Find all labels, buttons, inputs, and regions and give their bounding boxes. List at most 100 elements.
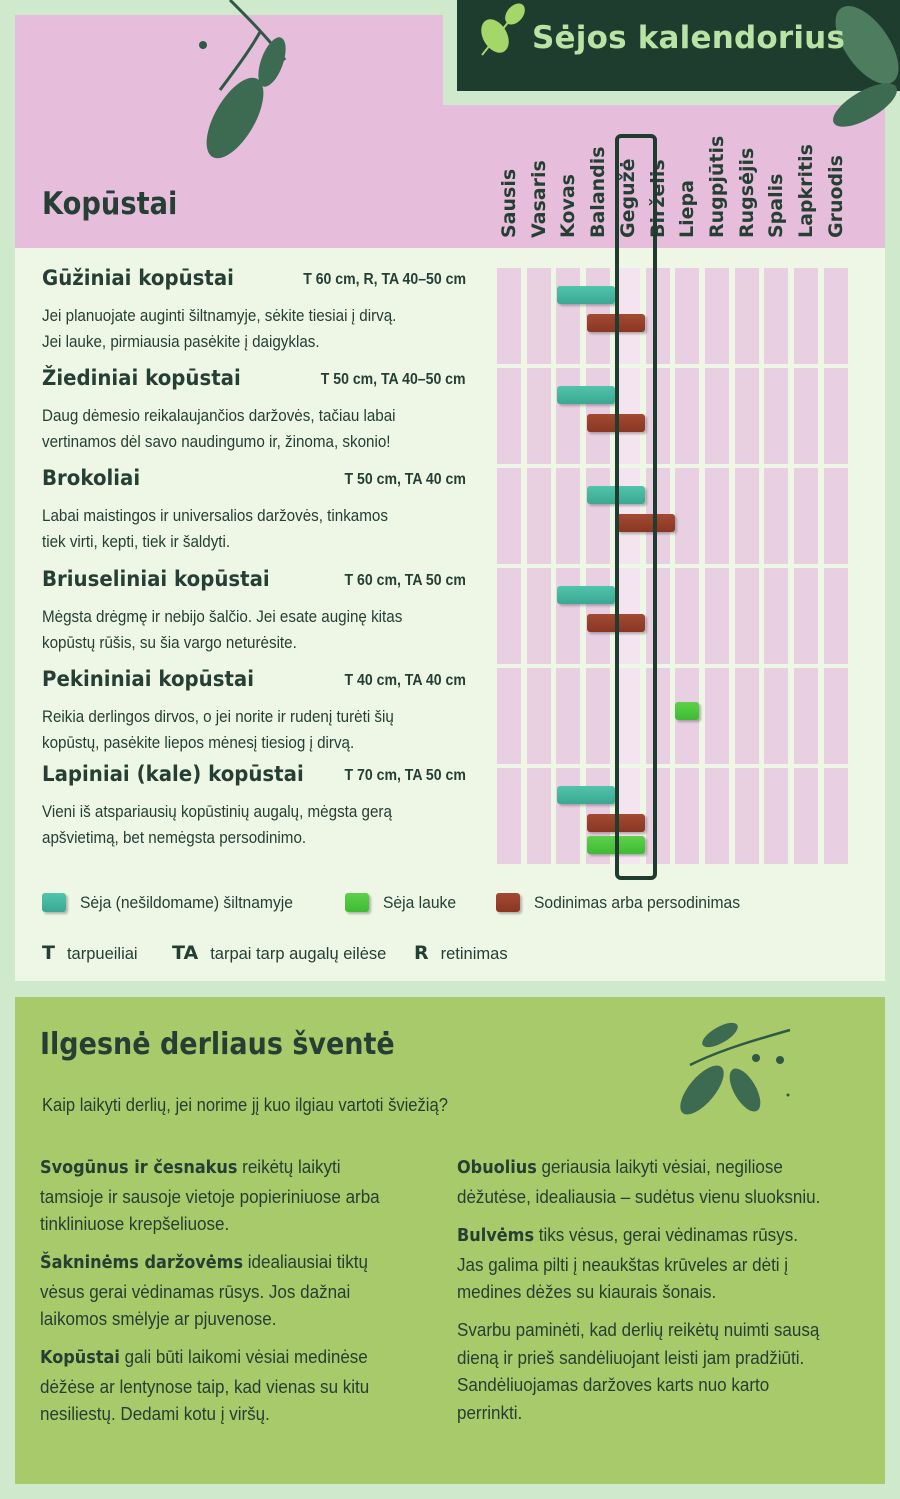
schedule-bar-teal — [557, 586, 615, 604]
vegetable-description: Vieni iš atspariausių kopūstinių augalų,… — [42, 799, 428, 851]
calendar-cell — [735, 668, 759, 764]
tip-onions: Svogūnus ir česnakus reikėtų laikyti tam… — [40, 1153, 403, 1238]
calendar-cell — [527, 668, 551, 764]
calendar-cell — [527, 768, 551, 864]
vegetable-name: Pekininiai kopūstai — [42, 667, 254, 691]
vegetable-description: Labai maistingos ir universalios daržovė… — [42, 503, 428, 555]
description-line: tiek virti, kepti, tiek ir šaldyti. — [42, 529, 428, 555]
vegetable-description: Mėgsta drėgmę ir nebijo šalčio. Jei esat… — [42, 604, 428, 656]
tip-bold: Bulvėms — [457, 1226, 534, 1246]
calendar-cell — [497, 368, 521, 464]
vegetable-description: Jei planuojate auginti šiltnamyje, sėkit… — [42, 303, 428, 355]
page-title: Sėjos kalendorius — [532, 20, 845, 56]
legend-label: Sėja lauke — [383, 893, 456, 913]
vegetable-name: Briuseliniai kopūstai — [42, 567, 270, 591]
vegetable-name: Brokoliai — [42, 466, 140, 490]
legend-swatch-teal — [42, 893, 66, 912]
calendar-cell — [794, 768, 818, 864]
vegetable-name: Lapiniai (kale) kopūstai — [42, 762, 304, 786]
month-label: Vasaris — [528, 208, 550, 238]
vegetable-name: Gūžiniai kopūstai — [42, 266, 234, 290]
month-label: Kovas — [557, 208, 579, 238]
calendar-cell — [705, 368, 729, 464]
calendar-cell — [556, 668, 580, 764]
calendar-cell — [497, 668, 521, 764]
calendar-cell — [794, 468, 818, 564]
calendar-cell — [556, 568, 580, 664]
leaf-icon — [477, 0, 537, 60]
calendar-cell — [527, 568, 551, 664]
calendar-cell — [824, 768, 848, 864]
tip-bold: Svogūnus ir česnakus — [40, 1158, 237, 1178]
tip-apples: Obuolius geriausia laikyti vėsiai, negil… — [457, 1153, 820, 1210]
calendar-cell — [675, 268, 699, 364]
calendar-cell — [735, 568, 759, 664]
abbr-key: T — [42, 942, 55, 964]
abbr-key: TA — [172, 942, 198, 964]
calendar-cell — [735, 268, 759, 364]
description-line: Labai maistingos ir universalios daržovė… — [42, 503, 428, 529]
month-label: Lapkritis — [795, 208, 817, 238]
calendar-cell — [764, 768, 788, 864]
calendar-cell — [675, 768, 699, 864]
calendar-cell — [764, 268, 788, 364]
description-line: Reikia derlingos dirvos, o jei norite ir… — [42, 704, 428, 730]
calendar-cell — [794, 368, 818, 464]
calendar-cell — [735, 468, 759, 564]
vegetable-spacing: T 40 cm, TA 40 cm — [345, 672, 466, 690]
tip-bold: Obuolius — [457, 1158, 537, 1178]
description-line: vertinamos dėl savo naudingumo ir, žinom… — [42, 429, 428, 455]
tip-general: Svarbu paminėti, kad derlių reikėtų nuim… — [457, 1316, 820, 1426]
description-line: Jei lauke, pirmiausia pasėkite į daigykl… — [42, 329, 428, 355]
abbr-r: Rretinimas — [414, 942, 508, 964]
calendar-cell — [794, 268, 818, 364]
vegetable-spacing: T 60 cm, R, TA 40–50 cm — [303, 271, 466, 289]
tip-cabbages: Kopūstai gali būti laikomi vėsiai medinė… — [40, 1343, 403, 1428]
calendar-cell — [794, 568, 818, 664]
schedule-bar-teal — [557, 286, 615, 304]
vegetable-description: Reikia derlingos dirvos, o jei norite ir… — [42, 704, 428, 756]
description-line: Daug dėmesio reikalaujančios daržovės, t… — [42, 403, 428, 429]
calendar-cell — [735, 768, 759, 864]
storage-title: Ilgesnė derliaus šventė — [40, 1027, 395, 1062]
vegetable-spacing: T 50 cm, TA 40–50 cm — [321, 371, 466, 389]
month-label: Spalis — [765, 208, 787, 238]
calendar-cell — [675, 368, 699, 464]
abbr-key: R — [414, 942, 429, 964]
month-label: Liepa — [676, 208, 698, 238]
calendar-cell — [556, 768, 580, 864]
legend-label: Sėja (nešildomame) šiltnamyje — [80, 893, 293, 913]
month-label: Sausis — [498, 208, 520, 238]
calendar-cell — [527, 468, 551, 564]
month-label: Rugpjūtis — [706, 208, 728, 238]
calendar-cell — [556, 468, 580, 564]
calendar-cell — [705, 568, 729, 664]
legend-swatch-red — [496, 893, 520, 912]
highlighted-month-frame — [615, 134, 657, 880]
schedule-bar-green — [675, 702, 699, 720]
vegetable-spacing: T 50 cm, TA 40 cm — [345, 471, 466, 489]
leaf-branch-icon — [680, 1020, 800, 1120]
abbr-text: retinimas — [441, 945, 508, 963]
calendar-cell — [586, 468, 610, 564]
calendar-cell — [497, 568, 521, 664]
tip-potatoes: Bulvėms tiks vėsus, gerai vėdinamas rūsy… — [457, 1221, 820, 1306]
calendar-cell — [824, 668, 848, 764]
tip-bold: Kopūstai — [40, 1348, 120, 1368]
calendar-cell — [824, 268, 848, 364]
calendar-cell — [497, 268, 521, 364]
tip-root-vegetables: Šakninėms daržovėms idealiausiai tiktų v… — [40, 1248, 403, 1333]
tip-text: Svarbu paminėti, kad derlių reikėtų nuim… — [457, 1319, 819, 1423]
abbr-text: tarpueiliai — [67, 945, 138, 963]
month-label: Balandis — [587, 208, 609, 238]
calendar-cell — [527, 268, 551, 364]
calendar-cell — [705, 268, 729, 364]
calendar-cell — [824, 568, 848, 664]
calendar-cell — [675, 468, 699, 564]
month-label: Gruodis — [825, 208, 847, 238]
abbr-ta: TA tarpai tarp augalų eilėse — [172, 942, 386, 964]
calendar-cell — [497, 468, 521, 564]
calendar-cell — [764, 668, 788, 764]
calendar-cell — [794, 668, 818, 764]
